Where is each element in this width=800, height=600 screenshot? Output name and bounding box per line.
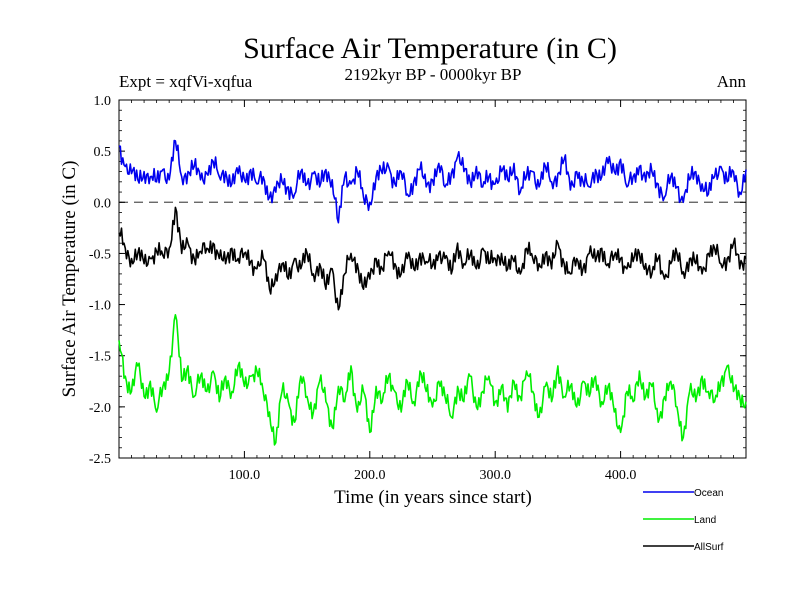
- x-tick-label: 100.0: [229, 468, 261, 483]
- plot-area: 1.0 0.5 0.0 -0.5 -1.0 -1.5 -2.0 -2.5 100.0 200.0 3…: [89, 94, 747, 483]
- x-tick-label: 200.0: [354, 468, 386, 483]
- chart-title: Surface Air Temperature (in C): [243, 32, 617, 65]
- legend-label-land: Land: [694, 515, 716, 526]
- y-tick-label: 1.0: [94, 94, 112, 109]
- y-tick-label: -0.5: [89, 247, 111, 262]
- legend-label-ocean: Ocean: [694, 488, 723, 499]
- series-line-land: [118, 313, 747, 446]
- chart-subtitle: 2192kyr BP - 0000kyr BP: [345, 65, 522, 84]
- y-tick-label: -2.5: [89, 452, 111, 467]
- x-tick-label: 400.0: [605, 468, 637, 483]
- season-label: Ann: [717, 72, 747, 91]
- x-tick-label: 300.0: [479, 468, 511, 483]
- series-line-allsurf: [118, 206, 747, 311]
- experiment-label: Expt = xqfVi-xqfua: [119, 72, 253, 91]
- y-tick-label: -1.0: [89, 299, 111, 314]
- y-tick-label: -1.5: [89, 350, 111, 365]
- y-tick-label: 0.5: [94, 145, 112, 160]
- legend: Ocean Land AllSurf: [643, 488, 724, 553]
- x-axis-label: Time (in years since start): [334, 487, 532, 508]
- y-axis-label: Surface Air Temperature (in C): [59, 161, 80, 398]
- series-line-ocean: [118, 139, 747, 224]
- y-tick-label: -2.0: [89, 401, 111, 416]
- legend-label-allsurf: AllSurf: [694, 542, 724, 553]
- y-tick-label: 0.0: [94, 196, 112, 211]
